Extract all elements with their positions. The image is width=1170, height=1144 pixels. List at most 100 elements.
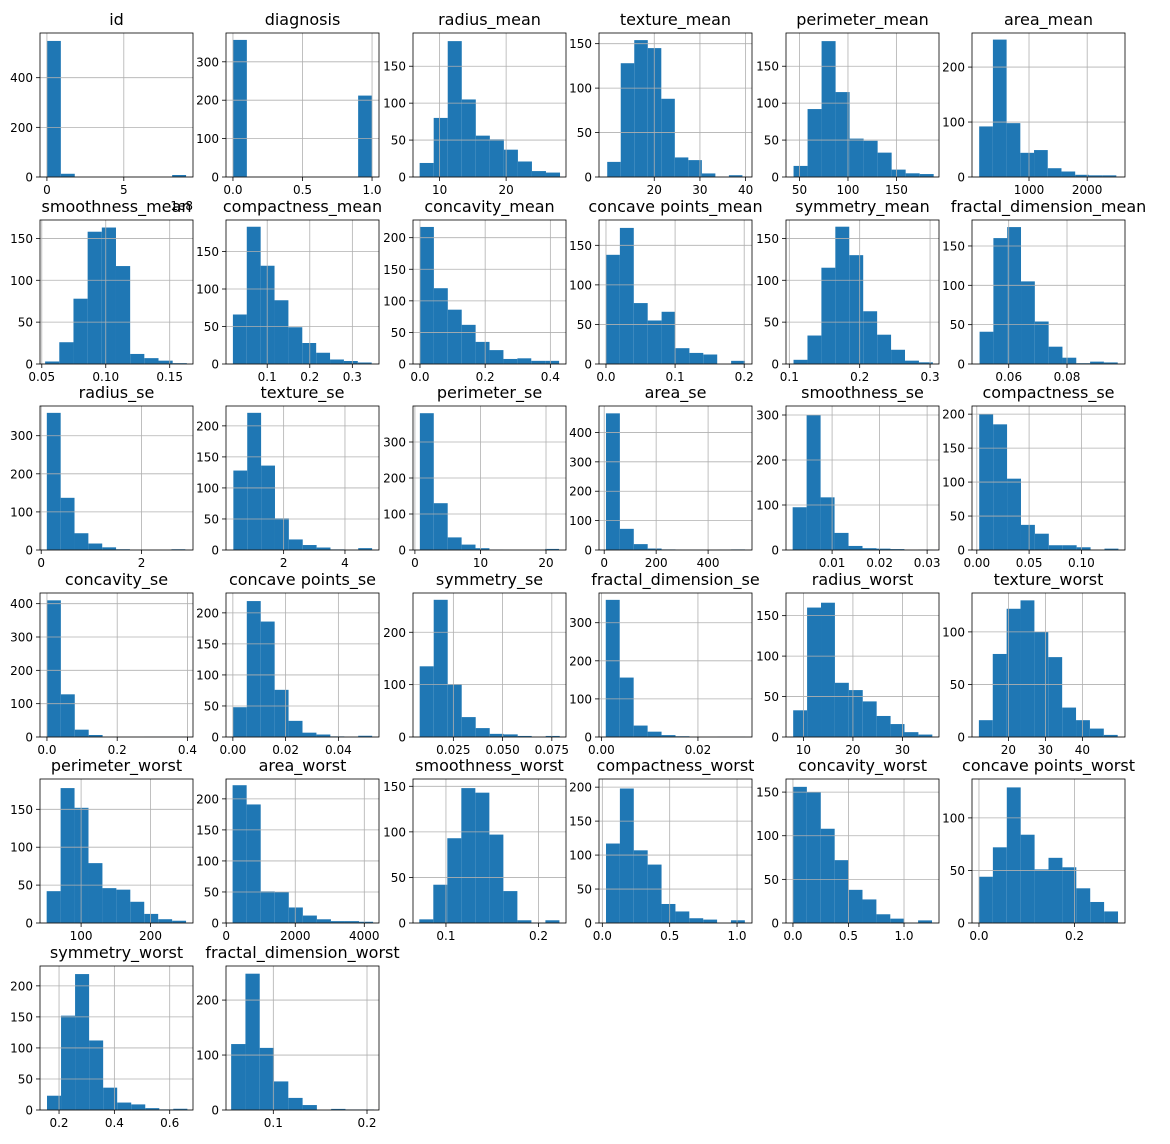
histogram-bar <box>1088 175 1103 177</box>
y-tick-label: 150 <box>10 232 33 246</box>
histogram-bar <box>274 689 289 737</box>
histogram-bar <box>821 41 836 178</box>
histogram-bar <box>246 804 261 923</box>
histogram-bar <box>447 309 462 364</box>
histogram-bar <box>475 792 490 923</box>
histogram-bar <box>890 549 905 550</box>
x-tick-label: 0.2 <box>300 370 319 384</box>
x-tick-label: 200 <box>645 556 668 570</box>
histogram-panel-compactness-mean: 0.1 0.2 0.3 0 50 100 150 compactness_mean <box>196 197 382 384</box>
histogram-bar <box>978 720 993 737</box>
histogram-bar <box>173 1108 188 1110</box>
y-tick-label: 150 <box>942 239 965 253</box>
y-tick-label: 50 <box>577 318 592 332</box>
histogram-bar <box>288 327 303 364</box>
y-tick-label: 200 <box>10 467 33 481</box>
histogram-bar <box>545 735 560 737</box>
histogram-panel-fractal-dimension-mean: 0.06 0.08 0 50 100 150 fractal_dimension_mean <box>942 197 1146 384</box>
histogram-bar <box>647 731 662 737</box>
histogram-bar <box>489 834 504 923</box>
y-tick-label: 50 <box>950 678 965 692</box>
panel-title: perimeter_mean <box>796 10 929 30</box>
histogram-bar <box>807 335 822 364</box>
histogram-panel-radius-mean: 10 20 0 50 100 150 radius_mean <box>383 10 567 197</box>
histogram-bar <box>806 792 821 923</box>
histogram-bar <box>849 255 864 364</box>
histogram-bar <box>1089 728 1104 737</box>
y-tick-label: 0 <box>957 358 965 372</box>
histogram-bar <box>1103 734 1118 737</box>
y-tick-label: 100 <box>383 97 406 111</box>
histogram-bar <box>792 786 807 923</box>
x-tick-label: 10 <box>473 556 488 570</box>
panel-title: area_se <box>645 383 707 403</box>
y-tick-label: 200 <box>196 94 219 108</box>
histogram-bar <box>834 532 849 550</box>
histogram-bar <box>891 169 906 177</box>
histogram-bar <box>619 227 634 364</box>
y-tick-label: 0 <box>398 917 406 931</box>
histogram-panel-texture-worst: 20 30 40 0 50 100 texture_worst <box>942 570 1126 757</box>
histogram-bar <box>461 544 476 550</box>
histogram-bar <box>517 920 532 923</box>
x-tick-label: 0.05 <box>28 370 55 384</box>
histogram-bar <box>1062 357 1077 364</box>
histogram-bar <box>75 974 90 1110</box>
y-tick-label: 150 <box>383 60 406 74</box>
histogram-bar <box>447 684 462 737</box>
panel-title: id <box>109 10 124 29</box>
histogram-bar <box>605 599 620 737</box>
y-tick-label: 200 <box>569 781 592 795</box>
histogram-bar <box>274 1081 289 1110</box>
x-tick-label: 100 <box>837 183 860 197</box>
y-tick-label: 200 <box>756 454 779 468</box>
histogram-bar <box>1006 608 1021 737</box>
histogram-bar <box>689 918 704 923</box>
y-tick-label: 100 <box>10 1041 33 1055</box>
histogram-bar <box>288 907 303 923</box>
y-tick-label: 300 <box>569 616 592 630</box>
y-tick-label: 50 <box>18 1072 33 1086</box>
y-tick-label: 100 <box>569 82 592 96</box>
axes-frame <box>39 965 194 1111</box>
histogram-bar <box>46 600 61 737</box>
y-tick-label: 100 <box>942 116 965 130</box>
histogram-bar <box>447 537 462 550</box>
y-tick-label: 0 <box>957 917 965 931</box>
histogram-bar <box>172 363 187 364</box>
panel-title: compactness_se <box>982 383 1114 403</box>
histogram-bar <box>288 1097 303 1110</box>
histogram-bar <box>605 254 620 364</box>
y-tick-label: 0 <box>957 544 965 558</box>
histogram-panel-radius-worst: 10 20 30 0 50 100 150 radius_worst <box>756 570 940 757</box>
panel-title: concavity_worst <box>798 756 927 776</box>
histogram-bar <box>130 353 145 364</box>
y-tick-label: 0 <box>398 731 406 745</box>
y-tick-label: 0 <box>771 544 779 558</box>
y-tick-label: 0 <box>211 731 219 745</box>
histogram-panel-concave-points-worst: 0.0 0.2 0 50 100 concave points_worst <box>942 756 1135 943</box>
histogram-bar <box>647 320 662 364</box>
histogram-bar <box>877 152 892 177</box>
histogram-bar <box>979 126 993 177</box>
y-tick-label: 300 <box>10 631 33 645</box>
histogram-bar <box>232 314 247 364</box>
y-tick-label: 0 <box>25 917 33 931</box>
histogram-bar <box>835 226 850 364</box>
y-tick-label: 0 <box>25 171 33 185</box>
y-tick-label: 100 <box>756 829 779 843</box>
histogram-bar <box>793 359 808 364</box>
histogram-bar <box>172 920 187 923</box>
y-tick-label: 200 <box>196 994 219 1008</box>
histogram-bar <box>1020 152 1035 177</box>
axes-frame <box>785 32 940 178</box>
x-tick-label: 0.00 <box>963 556 990 570</box>
histogram-bar <box>728 175 743 177</box>
x-tick-label: 0.2 <box>850 370 869 384</box>
histogram-bar <box>447 838 462 923</box>
y-tick-label: 100 <box>942 811 965 825</box>
histogram-bar <box>992 847 1007 923</box>
histogram-bar <box>517 358 532 364</box>
x-tick-label: 400 <box>697 556 720 570</box>
